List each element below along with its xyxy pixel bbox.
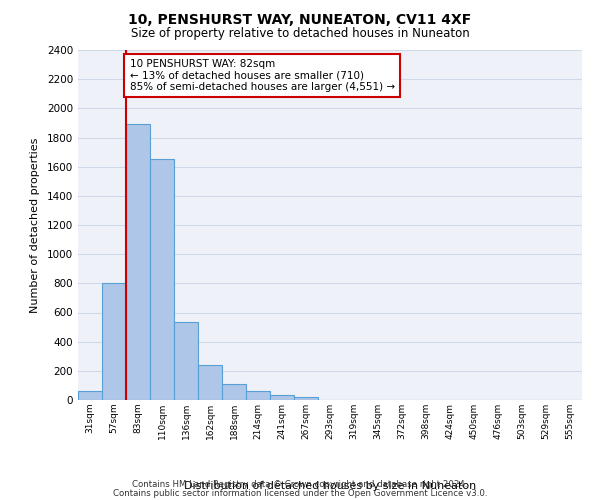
Bar [78, 391, 102, 400]
Text: Contains public sector information licensed under the Open Government Licence v3: Contains public sector information licen… [113, 488, 487, 498]
Bar [198, 365, 222, 400]
Y-axis label: Number of detached properties: Number of detached properties [30, 138, 40, 312]
Bar [246, 391, 270, 400]
Bar [270, 395, 294, 400]
Bar [102, 284, 126, 400]
Bar [294, 397, 318, 400]
Text: Contains HM Land Registry data © Crown copyright and database right 2024.: Contains HM Land Registry data © Crown c… [132, 480, 468, 489]
X-axis label: Distribution of detached houses by size in Nuneaton: Distribution of detached houses by size … [184, 481, 476, 491]
Text: 10 PENSHURST WAY: 82sqm
← 13% of detached houses are smaller (710)
85% of semi-d: 10 PENSHURST WAY: 82sqm ← 13% of detache… [130, 59, 395, 92]
Bar [150, 160, 174, 400]
Bar [222, 384, 246, 400]
Bar [126, 124, 150, 400]
Bar [174, 322, 198, 400]
Text: Size of property relative to detached houses in Nuneaton: Size of property relative to detached ho… [131, 28, 469, 40]
Text: 10, PENSHURST WAY, NUNEATON, CV11 4XF: 10, PENSHURST WAY, NUNEATON, CV11 4XF [128, 12, 472, 26]
